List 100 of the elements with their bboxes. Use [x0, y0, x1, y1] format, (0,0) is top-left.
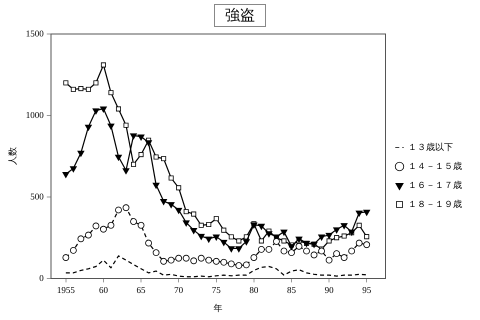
point: [198, 234, 205, 240]
point: [205, 236, 212, 243]
point: [363, 210, 370, 216]
point: [236, 238, 242, 244]
point: [228, 260, 235, 268]
point: [176, 185, 182, 190]
point: [62, 172, 70, 178]
x-tick-label: 85: [286, 285, 296, 296]
point: [145, 140, 152, 146]
point: [168, 202, 175, 208]
point: [326, 238, 332, 244]
point: [108, 90, 114, 96]
point: [258, 246, 265, 253]
point: [333, 227, 340, 234]
point: [115, 206, 122, 214]
point: [175, 208, 182, 214]
point: [214, 216, 219, 222]
point: [280, 248, 288, 254]
point: [198, 222, 204, 228]
point: [326, 232, 333, 239]
x-tick-label: 80: [249, 285, 259, 296]
point: [70, 166, 77, 172]
point: [138, 134, 144, 141]
point: [356, 210, 363, 217]
point: [175, 254, 182, 262]
point: [92, 108, 100, 114]
point: [342, 234, 347, 239]
point: [356, 240, 363, 246]
point: [235, 262, 242, 269]
point: [145, 240, 152, 246]
point: [258, 224, 265, 230]
point: [212, 234, 220, 241]
point: [131, 162, 136, 167]
point: [288, 249, 295, 256]
point: [130, 218, 137, 225]
y-tick-label: 1500: [26, 28, 44, 38]
point: [63, 80, 68, 86]
point: [168, 256, 175, 264]
point: [258, 238, 264, 244]
point: [152, 249, 160, 256]
point: [122, 204, 130, 212]
legend-label: １６－１７歳: [408, 180, 462, 191]
legend-label: １４－１５歳: [408, 160, 462, 172]
point: [356, 222, 362, 228]
point: [288, 244, 295, 250]
point: [77, 235, 84, 242]
point: [266, 246, 272, 253]
x-tick-label: 70: [174, 285, 184, 296]
point: [280, 230, 288, 236]
point: [326, 256, 332, 264]
point: [122, 168, 130, 174]
point: [235, 246, 242, 252]
point: [138, 222, 144, 229]
point: [123, 122, 129, 128]
point: [190, 257, 198, 264]
y-tick-label: 1000: [26, 110, 44, 120]
y-tick-label: 0: [39, 272, 44, 283]
point: [250, 254, 258, 261]
point: [108, 222, 114, 229]
point: [161, 156, 166, 162]
chart-title: 強盗: [214, 4, 266, 27]
point: [220, 258, 228, 266]
point: [108, 124, 114, 130]
point: [228, 246, 235, 252]
point: [228, 234, 234, 240]
point: [100, 62, 106, 68]
point: [78, 86, 84, 92]
point: [273, 238, 280, 245]
point: [281, 238, 286, 244]
y-axis-title: 人数: [8, 147, 19, 166]
point: [138, 152, 144, 158]
point: [84, 124, 92, 131]
point: [191, 212, 196, 217]
point: [130, 133, 137, 140]
point: [296, 242, 302, 250]
point: [242, 239, 250, 246]
point: [100, 106, 107, 113]
point: [152, 182, 160, 189]
x-tick-label: 1955: [56, 285, 76, 296]
point: [184, 209, 189, 214]
x-tick-label: 90: [324, 285, 334, 296]
y-tick-label: 500: [30, 191, 44, 202]
point: [363, 241, 370, 248]
point: [242, 261, 250, 268]
point: [93, 80, 98, 86]
x-tick-label: 65: [136, 285, 146, 296]
legend-label: １３歳以下: [408, 142, 453, 153]
point: [62, 254, 70, 261]
point: [154, 154, 159, 160]
point: [85, 232, 92, 238]
point: [340, 254, 348, 261]
x-tick-label: 75: [212, 285, 222, 296]
point: [115, 154, 122, 161]
legend-label: １８－１９歳: [408, 198, 462, 210]
point: [221, 228, 226, 233]
point: [340, 223, 348, 230]
x-axis-title: 年: [214, 302, 223, 314]
point: [100, 226, 107, 233]
point: [182, 254, 190, 262]
point: [303, 248, 310, 254]
